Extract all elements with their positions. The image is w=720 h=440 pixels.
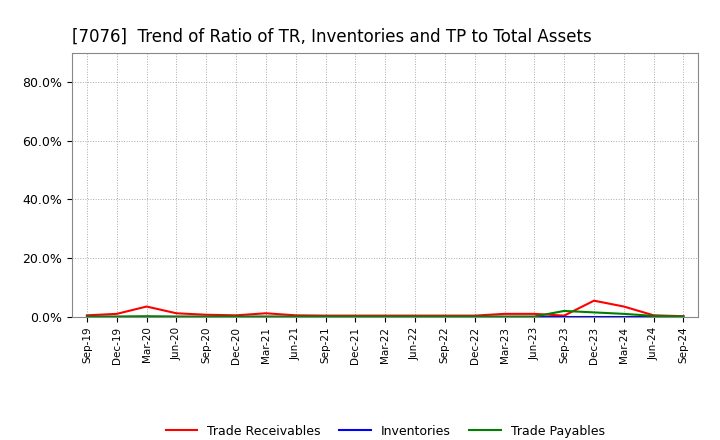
- Inventories: [143, 314, 151, 319]
- Trade Receivables: [202, 312, 210, 317]
- Trade Payables: [143, 314, 151, 319]
- Line: Trade Receivables: Trade Receivables: [87, 301, 683, 316]
- Inventories: [619, 314, 628, 319]
- Trade Receivables: [292, 313, 300, 318]
- Trade Payables: [560, 308, 569, 314]
- Legend: Trade Receivables, Inventories, Trade Payables: Trade Receivables, Inventories, Trade Pa…: [161, 420, 610, 440]
- Inventories: [321, 314, 330, 319]
- Inventories: [679, 314, 688, 319]
- Inventories: [500, 314, 509, 319]
- Trade Payables: [112, 314, 121, 319]
- Inventories: [351, 314, 360, 319]
- Trade Receivables: [261, 311, 270, 316]
- Trade Receivables: [83, 313, 91, 318]
- Trade Payables: [530, 314, 539, 319]
- Trade Payables: [470, 314, 479, 319]
- Inventories: [381, 314, 390, 319]
- Inventories: [112, 314, 121, 319]
- Trade Payables: [500, 314, 509, 319]
- Trade Receivables: [351, 313, 360, 318]
- Inventories: [560, 314, 569, 319]
- Trade Payables: [649, 313, 658, 319]
- Line: Trade Payables: Trade Payables: [87, 311, 683, 316]
- Trade Payables: [619, 311, 628, 316]
- Inventories: [232, 314, 240, 319]
- Trade Receivables: [500, 311, 509, 316]
- Trade Receivables: [321, 313, 330, 318]
- Trade Payables: [83, 314, 91, 319]
- Inventories: [530, 314, 539, 319]
- Trade Receivables: [530, 311, 539, 316]
- Trade Receivables: [560, 313, 569, 318]
- Trade Receivables: [410, 313, 419, 318]
- Trade Payables: [232, 314, 240, 319]
- Trade Receivables: [649, 313, 658, 318]
- Trade Payables: [441, 314, 449, 319]
- Trade Payables: [410, 314, 419, 319]
- Trade Payables: [202, 314, 210, 319]
- Inventories: [172, 314, 181, 319]
- Text: [7076]  Trend of Ratio of TR, Inventories and TP to Total Assets: [7076] Trend of Ratio of TR, Inventories…: [72, 28, 592, 46]
- Trade Payables: [351, 314, 360, 319]
- Inventories: [410, 314, 419, 319]
- Inventories: [83, 314, 91, 319]
- Trade Payables: [590, 310, 598, 315]
- Trade Payables: [679, 314, 688, 319]
- Inventories: [202, 314, 210, 319]
- Trade Payables: [321, 314, 330, 319]
- Inventories: [441, 314, 449, 319]
- Inventories: [590, 314, 598, 319]
- Trade Payables: [261, 314, 270, 319]
- Trade Payables: [292, 314, 300, 319]
- Trade Receivables: [112, 311, 121, 316]
- Trade Payables: [172, 314, 181, 319]
- Trade Receivables: [619, 304, 628, 309]
- Trade Receivables: [143, 304, 151, 309]
- Trade Receivables: [590, 298, 598, 303]
- Inventories: [649, 314, 658, 319]
- Trade Receivables: [232, 313, 240, 318]
- Trade Payables: [381, 314, 390, 319]
- Inventories: [261, 314, 270, 319]
- Inventories: [292, 314, 300, 319]
- Trade Receivables: [679, 314, 688, 319]
- Inventories: [470, 314, 479, 319]
- Trade Receivables: [172, 311, 181, 316]
- Trade Receivables: [441, 313, 449, 318]
- Trade Receivables: [470, 313, 479, 318]
- Trade Receivables: [381, 313, 390, 318]
